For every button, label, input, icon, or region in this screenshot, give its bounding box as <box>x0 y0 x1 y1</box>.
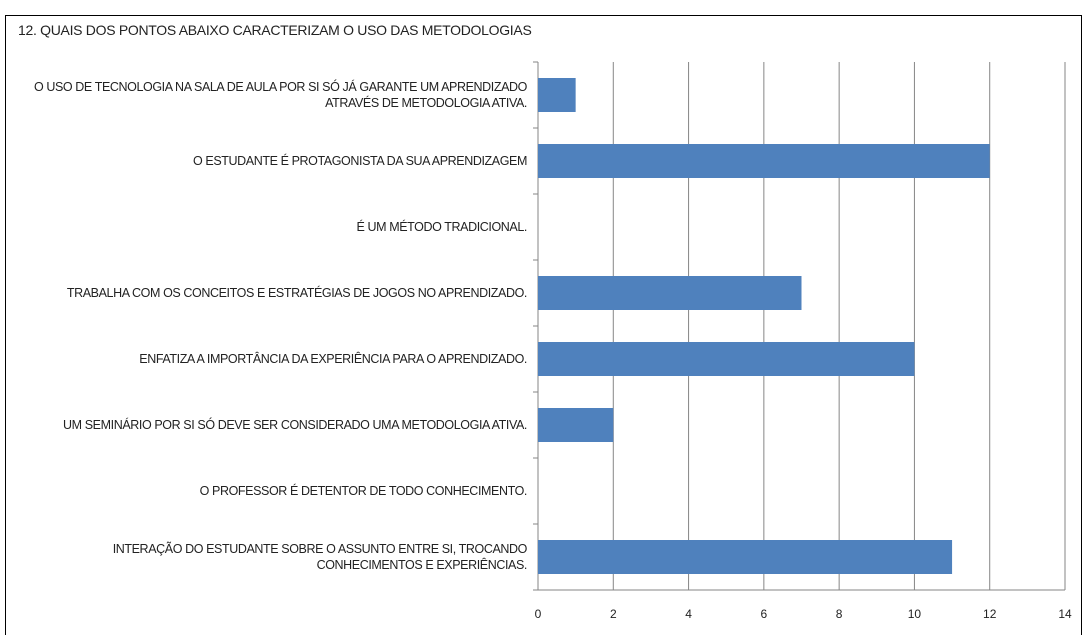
y-tick-label: TRABALHA COM OS CONCEITOS E ESTRATÉGIAS … <box>66 286 528 300</box>
x-tick-label: 12 <box>983 607 997 621</box>
x-tick-label: 0 <box>535 607 542 621</box>
bar <box>538 342 915 376</box>
y-tick-label: O PROFESSOR É DETENTOR DE TODO CONHECIME… <box>199 484 528 498</box>
x-tick-label: 6 <box>761 607 768 621</box>
x-tick-label: 4 <box>685 607 692 621</box>
bar <box>538 408 614 442</box>
y-tick-label: UM SEMINÁRIO POR SI SÓ DEVE SER CONSIDER… <box>63 418 527 432</box>
x-tick-label: 8 <box>836 607 843 621</box>
bar <box>538 540 953 574</box>
x-tick-label: 14 <box>1058 607 1072 621</box>
y-tick-label: O USO DE TECNOLOGIA NA SALA DE AULA POR … <box>33 80 527 110</box>
y-tick-label: É UM MÉTODO TRADICIONAL. <box>356 220 527 234</box>
chart-frame <box>5 15 1082 635</box>
bar <box>538 276 802 310</box>
y-tick-label: O ESTUDANTE É PROTAGONISTA DA SUA APREND… <box>193 154 527 168</box>
y-tick-label: INTERAÇÃO DO ESTUDANTE SOBRE O ASSUNTO E… <box>112 542 528 572</box>
bar <box>538 144 990 178</box>
bar <box>538 78 576 112</box>
chart-title: 12. QUAIS DOS PONTOS ABAIXO CARACTERIZAM… <box>18 22 532 38</box>
x-tick-label: 10 <box>908 607 922 621</box>
x-tick-label: 2 <box>610 607 617 621</box>
y-tick-label: ENFATIZA A IMPORTÂNCIA DA EXPERIÊNCIA PA… <box>139 352 527 366</box>
